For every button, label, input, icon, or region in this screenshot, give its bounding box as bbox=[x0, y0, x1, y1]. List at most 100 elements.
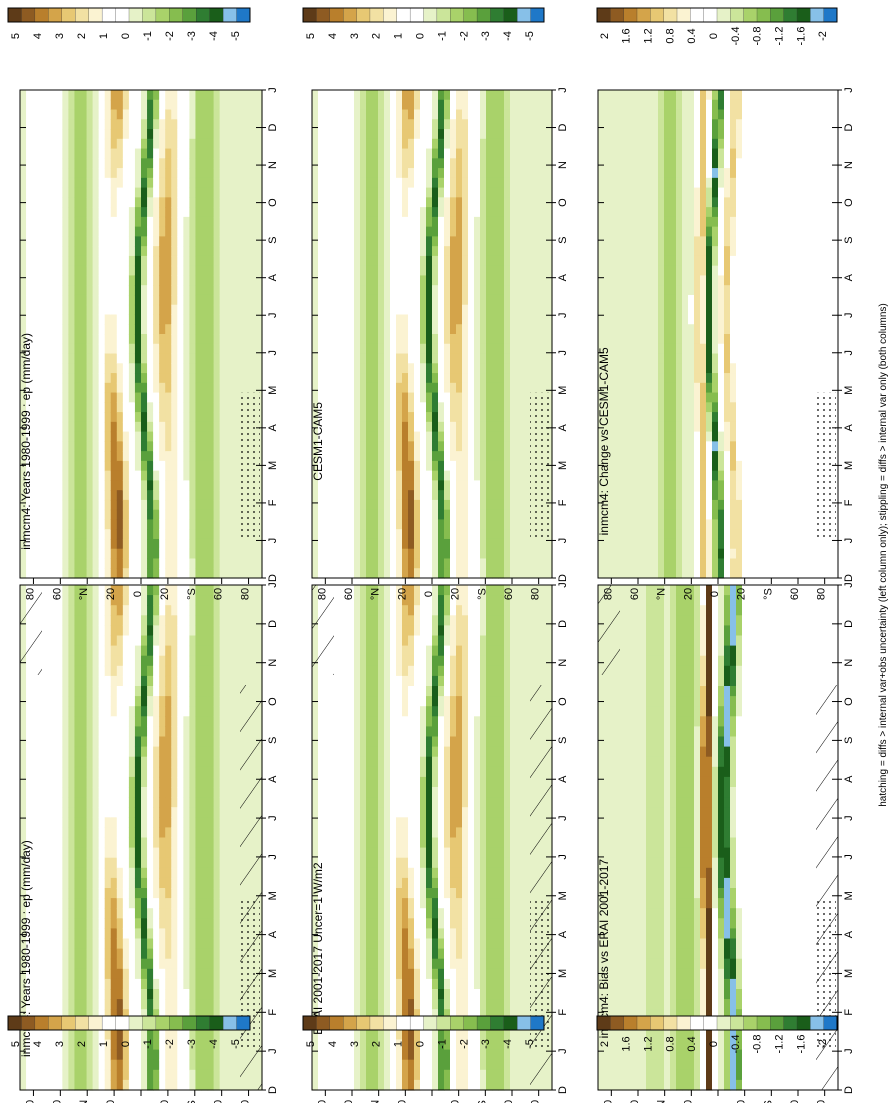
heatmap-cell bbox=[195, 797, 202, 808]
heatmap-cell bbox=[68, 949, 75, 960]
heatmap-cell bbox=[682, 676, 689, 687]
heatmap-cell bbox=[516, 858, 523, 869]
heatmap-cell bbox=[516, 939, 523, 950]
heatmap-cell bbox=[516, 656, 523, 667]
heatmap-cell bbox=[396, 898, 403, 909]
heatmap-cell bbox=[640, 605, 647, 616]
heatmap-cell bbox=[44, 1040, 51, 1051]
heatmap-cell bbox=[153, 716, 160, 727]
colorbar-swatch bbox=[316, 1016, 330, 1030]
heatmap-cell bbox=[438, 888, 445, 899]
heatmap-cell bbox=[135, 1080, 142, 1091]
heatmap-cell bbox=[646, 706, 653, 717]
heatmap-cell bbox=[384, 605, 391, 616]
heatmap-cell bbox=[676, 777, 683, 788]
heatmap-cell bbox=[38, 989, 45, 1000]
heatmap-cell bbox=[652, 1060, 659, 1071]
heatmap-cell bbox=[159, 737, 166, 748]
heatmap-cell bbox=[516, 595, 523, 606]
heatmap-cell bbox=[480, 888, 487, 899]
heatmap-cell bbox=[360, 747, 367, 758]
heatmap-cell bbox=[640, 868, 647, 879]
heatmap-cell bbox=[634, 888, 641, 899]
heatmap-cell bbox=[141, 757, 148, 768]
heatmap-cell bbox=[444, 706, 451, 717]
heatmap-cell bbox=[640, 696, 647, 707]
heatmap-cell bbox=[56, 807, 63, 818]
heatmap-cell bbox=[444, 939, 451, 950]
heatmap-cell bbox=[628, 696, 635, 707]
heatmap-cell bbox=[330, 827, 337, 838]
heatmap-cell bbox=[195, 939, 202, 950]
heatmap-cell bbox=[438, 797, 445, 808]
heatmap-cell bbox=[208, 1050, 215, 1061]
heatmap-cell bbox=[414, 666, 421, 677]
heatmap-cell bbox=[682, 767, 689, 778]
heatmap-cell bbox=[232, 585, 239, 596]
heatmap-cell bbox=[342, 979, 349, 990]
heatmap-cell bbox=[438, 716, 445, 727]
heatmap-cell bbox=[390, 716, 397, 727]
heatmap-cell bbox=[682, 848, 689, 859]
heatmap-cell bbox=[354, 1070, 361, 1081]
heatmap-cell bbox=[68, 1070, 75, 1081]
heatmap-cell bbox=[414, 928, 421, 939]
heatmap-cell bbox=[220, 646, 227, 657]
heatmap-cell bbox=[105, 928, 112, 939]
heatmap-cell bbox=[123, 737, 130, 748]
heatmap-cell bbox=[390, 1080, 397, 1091]
heatmap-cell bbox=[68, 615, 75, 626]
heatmap-cell bbox=[87, 928, 94, 939]
heatmap-cell bbox=[208, 636, 215, 647]
heatmap-cell bbox=[534, 625, 541, 636]
heatmap-cell bbox=[336, 686, 343, 697]
heatmap-cell bbox=[688, 696, 695, 707]
heatmap-cell bbox=[378, 636, 385, 647]
heatmap-cell bbox=[220, 1029, 227, 1040]
heatmap-cell bbox=[348, 757, 355, 768]
heatmap-cell bbox=[147, 726, 154, 737]
heatmap-cell bbox=[153, 696, 160, 707]
heatmap-cell bbox=[408, 615, 415, 626]
heatmap-cell bbox=[93, 706, 100, 717]
heatmap-cell bbox=[420, 1080, 427, 1091]
heatmap-cell bbox=[159, 706, 166, 717]
heatmap-cell bbox=[468, 949, 475, 960]
colorbar-tick-label: 2 bbox=[76, 1041, 88, 1047]
heatmap-cell bbox=[604, 716, 611, 727]
heatmap-cell bbox=[486, 999, 493, 1010]
heatmap-cell bbox=[32, 827, 39, 838]
heatmap-cell bbox=[214, 646, 221, 657]
heatmap-cell bbox=[226, 959, 233, 970]
heatmap-cell bbox=[658, 928, 665, 939]
colorbar-swatch bbox=[357, 1016, 371, 1030]
heatmap-cell bbox=[402, 1050, 409, 1061]
heatmap-cell bbox=[153, 888, 160, 899]
heatmap-cell bbox=[658, 979, 665, 990]
heatmap-cell bbox=[153, 918, 160, 929]
heatmap-cell bbox=[56, 615, 63, 626]
heatmap-cell bbox=[522, 706, 529, 717]
heatmap-cell bbox=[378, 716, 385, 727]
heatmap-cell bbox=[56, 817, 63, 828]
heatmap-cell bbox=[342, 615, 349, 626]
heatmap-cell bbox=[456, 1029, 463, 1040]
heatmap-cell bbox=[93, 878, 100, 889]
heatmap-cell bbox=[622, 1060, 629, 1071]
heatmap-cell bbox=[68, 1040, 75, 1051]
heatmap-cell bbox=[208, 666, 215, 677]
heatmap-cell bbox=[38, 737, 45, 748]
heatmap-cell bbox=[628, 908, 635, 919]
heatmap-cell bbox=[450, 969, 457, 980]
heatmap-cell bbox=[492, 585, 499, 596]
heatmap-cell bbox=[330, 989, 337, 1000]
heatmap-cell bbox=[56, 737, 63, 748]
heatmap-cell bbox=[646, 827, 653, 838]
heatmap-cell bbox=[628, 716, 635, 727]
heatmap-cell bbox=[688, 1070, 695, 1081]
heatmap-cell bbox=[456, 615, 463, 626]
heatmap-cell bbox=[189, 747, 196, 758]
month-tick-label: J bbox=[267, 815, 279, 821]
heatmap-cell bbox=[312, 817, 319, 828]
heatmap-cell bbox=[62, 807, 69, 818]
